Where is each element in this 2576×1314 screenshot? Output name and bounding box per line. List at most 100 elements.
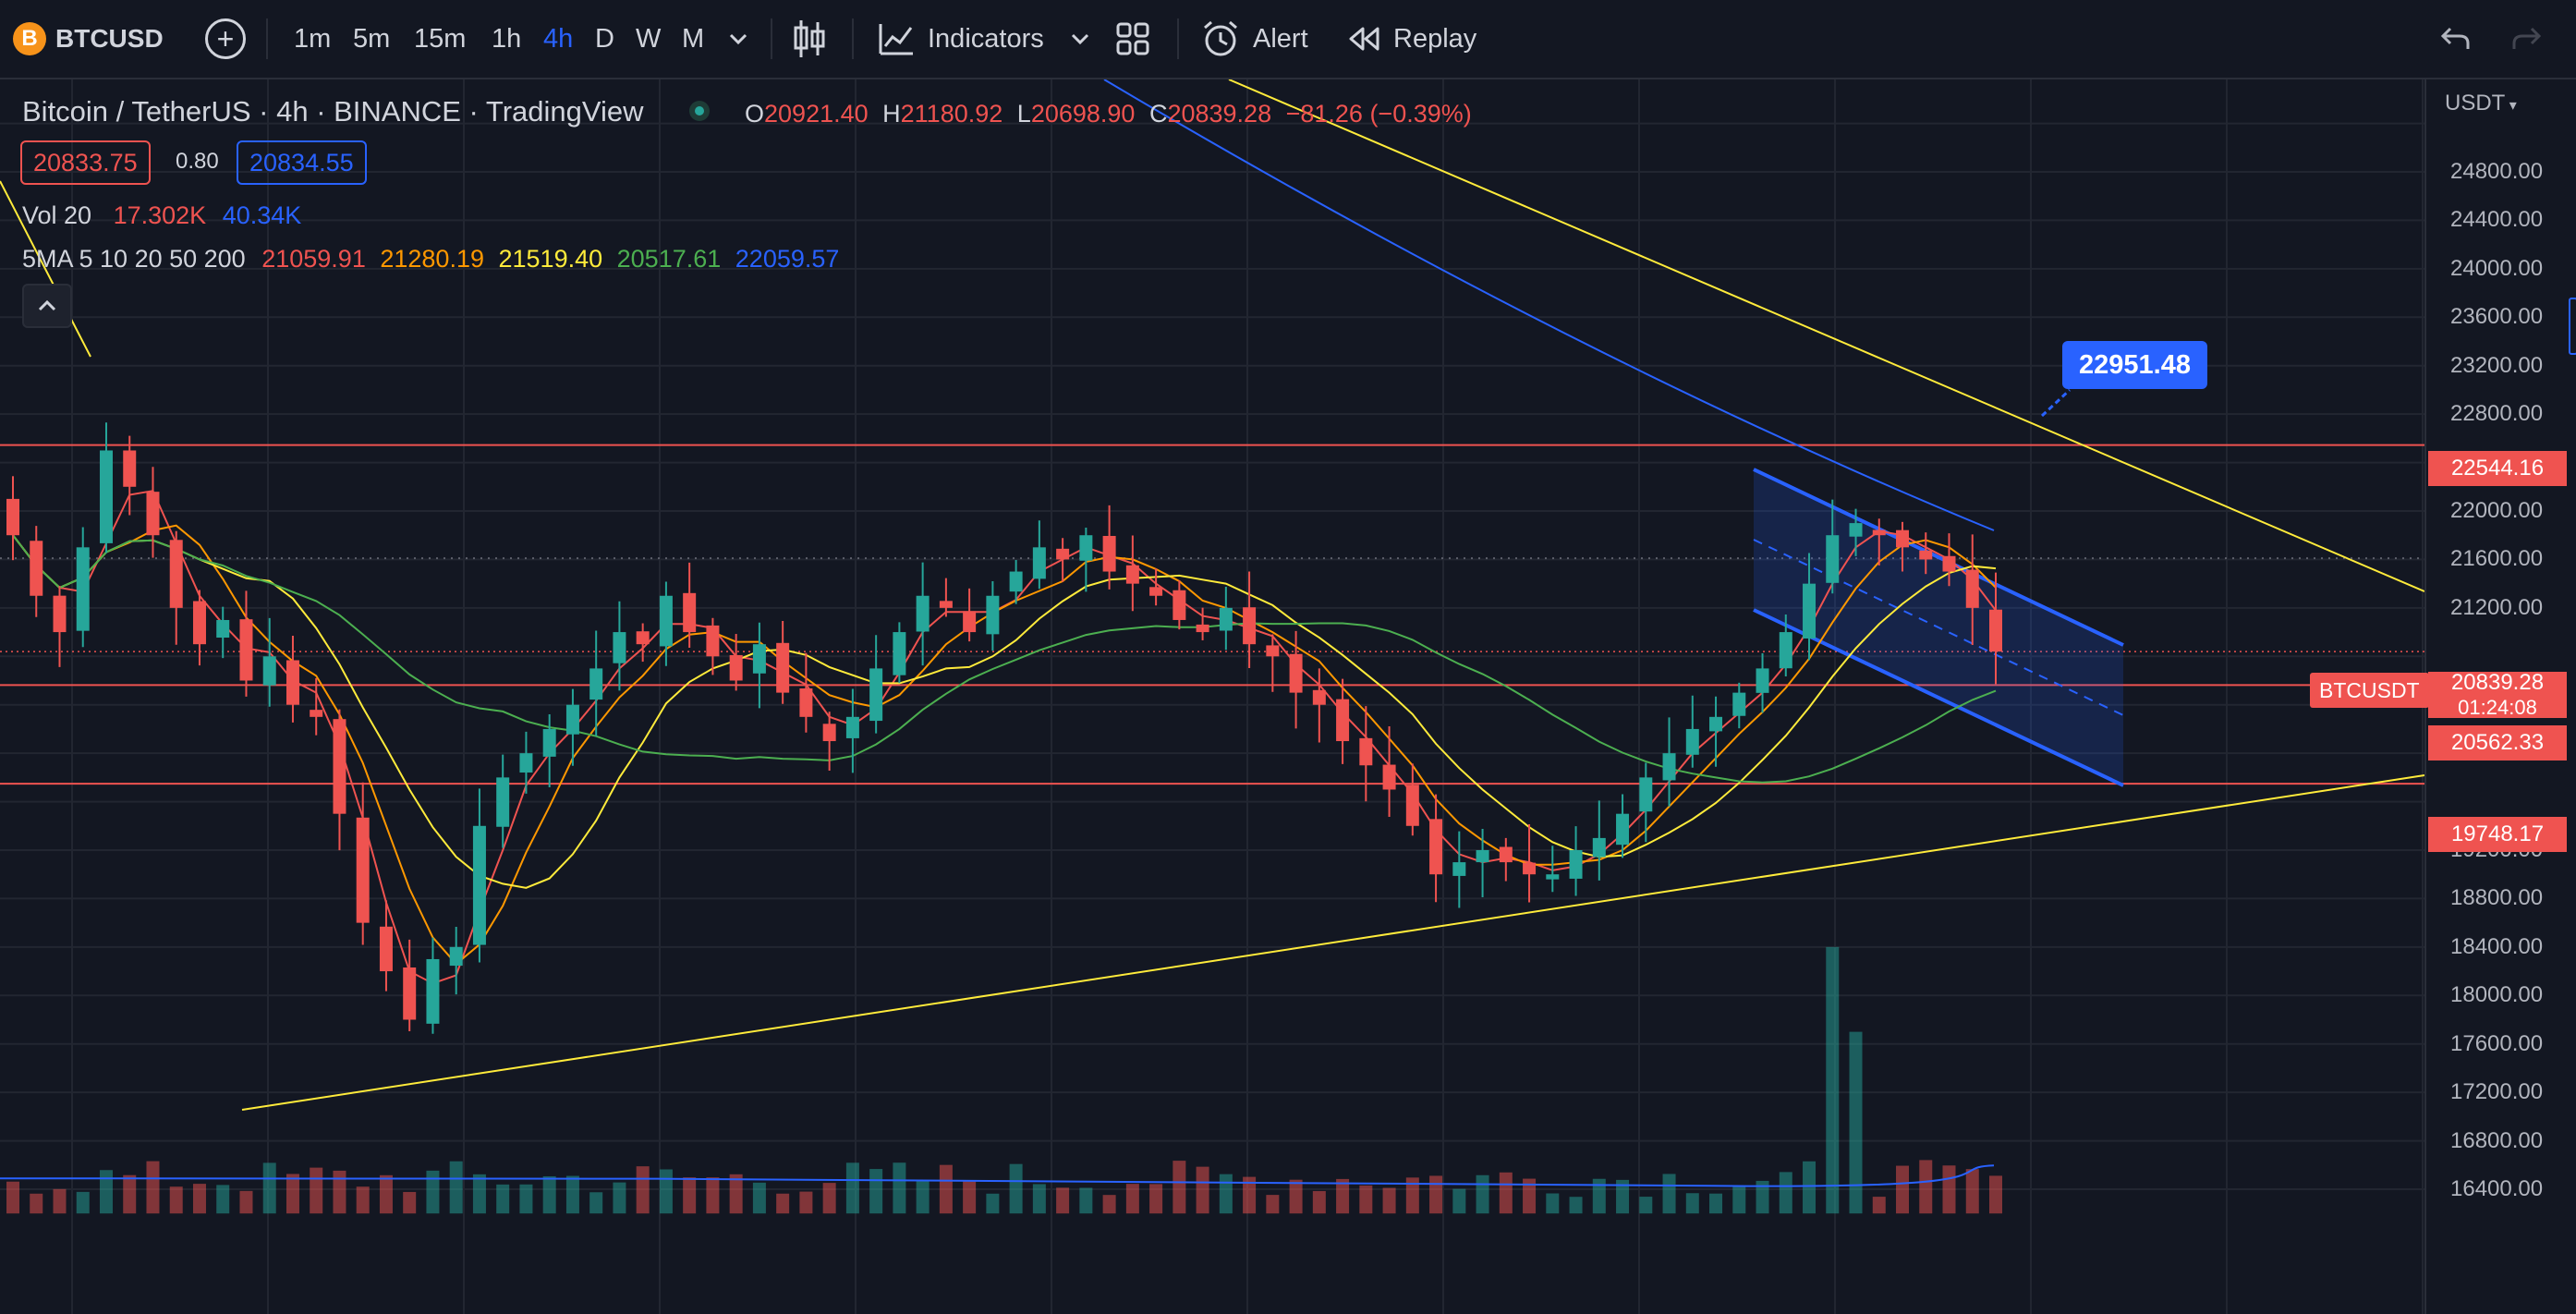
volume-bar xyxy=(1779,1172,1792,1214)
volume-bar xyxy=(636,1166,650,1214)
sma-label: 5MA 5 10 20 50 200 xyxy=(22,245,246,273)
volume-bar xyxy=(1196,1166,1209,1214)
timeframe-1m[interactable]: 1m xyxy=(294,23,332,54)
level-price-label: 19748.17 xyxy=(2428,817,2567,852)
timeframe-5m[interactable]: 5m xyxy=(353,23,391,54)
channel-lower-line xyxy=(1753,608,2124,787)
candle-body xyxy=(706,625,720,657)
toolbar-divider xyxy=(771,18,772,59)
volume-bar xyxy=(845,1162,859,1214)
undo-button[interactable] xyxy=(2439,0,2471,78)
volume-bar xyxy=(589,1192,603,1214)
change-value: −81.26 (−0.39%) xyxy=(1285,100,1472,128)
candle-body xyxy=(239,619,253,681)
sma-50-value: 20517.61 xyxy=(616,245,722,273)
candles-icon xyxy=(794,20,825,57)
volume-bar xyxy=(1102,1195,1116,1214)
timeframe-W[interactable]: W xyxy=(636,23,662,54)
timeframe-D[interactable]: D xyxy=(595,23,614,54)
price-chart[interactable] xyxy=(0,79,2576,1314)
currency-selector[interactable]: USDT ▾ xyxy=(2445,91,2517,116)
redo-button[interactable] xyxy=(2511,0,2543,78)
volume-bar xyxy=(1125,1184,1139,1214)
volume-bar xyxy=(659,1169,673,1214)
chart-type-button[interactable] xyxy=(793,0,826,78)
sma-10-value: 21280.19 xyxy=(380,245,484,273)
descending-channel-drawing[interactable] xyxy=(1753,468,2124,787)
candle-body xyxy=(1219,607,1233,631)
buy-price-button[interactable]: 20834.55 xyxy=(237,140,367,185)
candle-body xyxy=(589,668,603,700)
low-value: 20698.90 xyxy=(1030,100,1136,128)
volume-bar xyxy=(1149,1184,1163,1214)
volume-bar xyxy=(6,1181,19,1214)
current-price-label: 20839.28 01:24:08 xyxy=(2428,670,2567,719)
candle-body xyxy=(146,492,160,536)
chart-title[interactable]: Bitcoin / TetherUS · 4h · BINANCE · Trad… xyxy=(22,95,644,128)
price-callout[interactable]: 22951.48 xyxy=(2062,341,2207,389)
plus-circle-icon: + xyxy=(205,18,246,59)
volume-bar xyxy=(1709,1193,1723,1214)
timeframe-M[interactable]: M xyxy=(682,23,705,54)
volume-bar xyxy=(1662,1174,1676,1214)
layouts-button[interactable] xyxy=(1116,0,1149,78)
timeframe-15m[interactable]: 15m xyxy=(414,23,467,54)
replay-label: Replay xyxy=(1393,23,1477,54)
volume-bar xyxy=(30,1193,43,1214)
volume-legend[interactable]: Vol 20 17.302K 40.34K xyxy=(22,201,301,230)
candle-body xyxy=(426,958,440,1024)
price-axis-label: 17200.00 xyxy=(2450,1079,2544,1105)
volume-bar xyxy=(565,1175,579,1214)
sma-5-value: 21059.91 xyxy=(261,245,366,273)
candle-body xyxy=(659,595,673,647)
horizontal-levels xyxy=(0,444,2424,785)
price-axis-label: 17600.00 xyxy=(2450,1030,2544,1056)
volume-bar xyxy=(1499,1172,1513,1214)
volume-bar xyxy=(1032,1184,1046,1214)
axis-scroll-handle[interactable] xyxy=(2569,298,2576,355)
trendline-segment xyxy=(0,180,91,358)
sma-legend[interactable]: 5MA 5 10 20 50 200 21059.91 21280.19 215… xyxy=(22,245,839,274)
ohlc-values: O20921.40 H21180.92 L20698.90 C20839.28 … xyxy=(745,100,1472,128)
candle-body xyxy=(752,644,766,674)
candle-body xyxy=(1266,645,1280,657)
volume-bar xyxy=(986,1193,1000,1214)
trendlines[interactable] xyxy=(0,79,2425,1111)
symbol-search-button[interactable]: B BTCUSD xyxy=(13,16,181,62)
channel-upper-line xyxy=(1753,468,2124,647)
timeframe-dropdown-button[interactable] xyxy=(728,0,748,78)
sell-price-button[interactable]: 20833.75 xyxy=(20,140,151,185)
indicators-button[interactable]: Indicators xyxy=(878,0,1044,78)
candle-body xyxy=(542,728,556,757)
candle-body xyxy=(1919,550,1933,560)
volume-bar xyxy=(1476,1174,1489,1214)
volume-bar xyxy=(1569,1197,1583,1214)
price-axis-label: 24000.00 xyxy=(2450,255,2544,281)
timeframe-1h[interactable]: 1h xyxy=(492,23,522,54)
volume-bar xyxy=(53,1188,67,1214)
compare-symbol-button[interactable]: + xyxy=(205,0,246,78)
timeframe-4h[interactable]: 4h xyxy=(543,23,574,54)
volume-bar xyxy=(963,1180,977,1214)
callout-pointer xyxy=(2040,388,2072,418)
volume-bar xyxy=(613,1182,626,1214)
close-label: C xyxy=(1148,100,1168,128)
candle-body xyxy=(799,687,813,717)
price-axis-label: 24400.00 xyxy=(2450,207,2544,233)
candle-body xyxy=(6,498,19,536)
volume-bar xyxy=(1803,1161,1817,1214)
candle-body xyxy=(99,450,113,543)
alert-button[interactable]: Alert xyxy=(1201,0,1308,78)
collapse-legend-button[interactable] xyxy=(22,284,72,328)
candle-body xyxy=(1662,753,1676,781)
replay-button[interactable]: Replay xyxy=(1347,0,1476,78)
volume-bar xyxy=(799,1191,813,1214)
candle-body xyxy=(613,632,626,663)
level-price-label: 22544.16 xyxy=(2428,451,2567,486)
indicators-dropdown-button[interactable] xyxy=(1070,0,1090,78)
candle-body xyxy=(963,611,977,633)
candle-body xyxy=(216,619,230,639)
candle-body xyxy=(1639,777,1653,812)
volume-bar xyxy=(1546,1193,1560,1214)
volume-bar xyxy=(1942,1165,1956,1214)
